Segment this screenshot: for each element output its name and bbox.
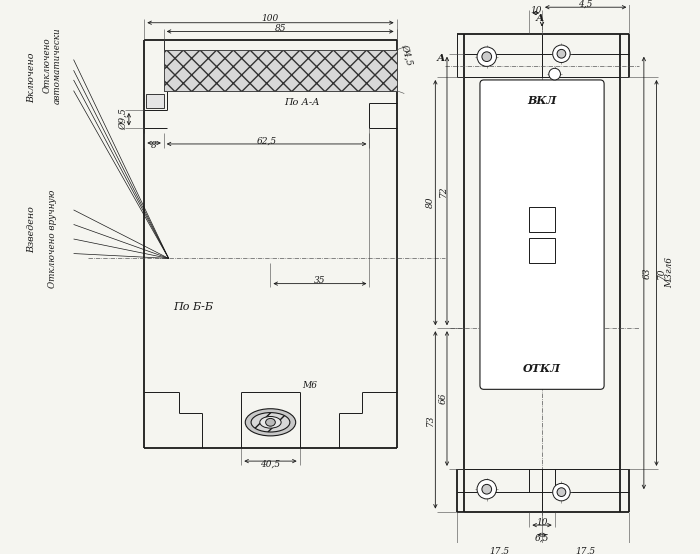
- Text: 63: 63: [643, 267, 651, 279]
- Ellipse shape: [245, 409, 295, 436]
- Text: М3гл6: М3гл6: [666, 258, 675, 289]
- Text: 10: 10: [536, 517, 548, 527]
- Text: 35: 35: [314, 276, 326, 285]
- Text: 100: 100: [262, 14, 279, 23]
- Circle shape: [477, 47, 496, 66]
- Text: ВКЛ: ВКЛ: [527, 95, 556, 106]
- Text: 10: 10: [531, 6, 542, 14]
- Circle shape: [553, 484, 570, 501]
- Text: 85: 85: [274, 24, 286, 33]
- Text: 80: 80: [426, 197, 435, 208]
- Text: А: А: [536, 14, 545, 23]
- Text: 70: 70: [657, 267, 666, 279]
- Text: 40,5: 40,5: [260, 459, 281, 469]
- Text: 4,5: 4,5: [578, 0, 593, 9]
- Circle shape: [477, 480, 496, 499]
- Bar: [529, 207, 554, 232]
- Circle shape: [557, 49, 566, 58]
- Text: А: А: [437, 54, 445, 64]
- Text: М6: М6: [302, 381, 318, 391]
- Text: Ø4,5: Ø4,5: [400, 43, 414, 66]
- Text: По А-А: По А-А: [284, 99, 319, 107]
- Circle shape: [553, 45, 570, 63]
- Text: 66: 66: [439, 393, 447, 404]
- Text: 72: 72: [439, 185, 447, 197]
- Text: 17,5: 17,5: [489, 547, 510, 554]
- Text: Отключено
автоматически: Отключено автоматически: [43, 27, 62, 104]
- Bar: [164, 50, 397, 91]
- Text: 17,5: 17,5: [575, 547, 596, 554]
- Bar: [146, 94, 164, 108]
- Text: 73: 73: [426, 414, 435, 425]
- Text: Отключено вручную: Отключено вручную: [48, 190, 57, 288]
- Circle shape: [549, 68, 561, 80]
- Text: 8: 8: [151, 141, 157, 150]
- Text: 62,5: 62,5: [256, 136, 276, 146]
- Ellipse shape: [260, 417, 281, 428]
- Text: Взведено: Взведено: [27, 206, 36, 253]
- Text: 6,5: 6,5: [535, 533, 550, 542]
- Text: Ø9,5: Ø9,5: [118, 109, 127, 130]
- Text: По Б-Б: По Б-Б: [174, 302, 214, 312]
- Ellipse shape: [251, 413, 290, 432]
- FancyBboxPatch shape: [480, 80, 604, 389]
- Bar: [529, 238, 554, 263]
- Circle shape: [482, 484, 491, 494]
- Circle shape: [482, 52, 491, 61]
- Circle shape: [557, 488, 566, 496]
- Text: Включено: Включено: [27, 53, 36, 103]
- Text: ОТКЛ: ОТКЛ: [523, 363, 561, 374]
- Ellipse shape: [265, 418, 275, 426]
